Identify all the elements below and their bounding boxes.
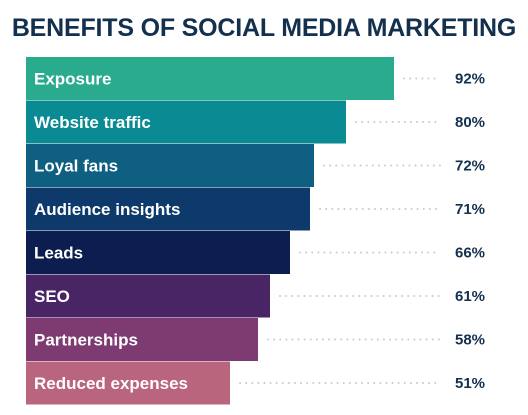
bar-loyal-fans bbox=[26, 144, 314, 187]
bar-group-loyal-fans: Loyal fans 72% bbox=[26, 144, 485, 187]
value-label-partnerships: 58% bbox=[455, 332, 485, 349]
bar-group-website-traffic: Website traffic 80% bbox=[26, 100, 485, 144]
value-label-audience-insights: 71% bbox=[455, 201, 485, 218]
bar-group-exposure: Exposure 92% bbox=[26, 57, 485, 100]
bar-partnerships bbox=[26, 318, 258, 361]
bar-leads bbox=[26, 231, 290, 274]
chart-title: BENEFITS OF SOCIAL MEDIA MARKETING bbox=[11, 14, 517, 42]
value-label-seo: 61% bbox=[455, 288, 485, 305]
value-label-loyal-fans: 72% bbox=[455, 158, 485, 175]
bar-label-loyal-fans: Loyal fans bbox=[34, 157, 118, 176]
bar-label-partnerships: Partnerships bbox=[34, 331, 138, 350]
bar-label-exposure: Exposure bbox=[34, 70, 111, 89]
value-label-exposure: 92% bbox=[455, 71, 485, 88]
value-label-reduced-expenses: 51% bbox=[455, 375, 485, 392]
value-label-leads: 66% bbox=[455, 245, 485, 262]
bar-label-audience-insights: Audience insights bbox=[34, 200, 180, 219]
bar-group-partnerships: Partnerships 58% bbox=[26, 318, 485, 361]
bar-website-traffic bbox=[26, 100, 346, 144]
bar-seo bbox=[26, 274, 270, 318]
bar-group-seo: SEO 61% bbox=[26, 274, 485, 318]
value-label-website-traffic: 80% bbox=[455, 114, 485, 131]
bar-reduced-expenses bbox=[26, 361, 230, 405]
bar-label-website-traffic: Website traffic bbox=[34, 113, 151, 132]
bar-label-reduced-expenses: Reduced expenses bbox=[34, 374, 188, 393]
bar-exposure bbox=[26, 57, 394, 100]
bar-group-audience-insights: Audience insights 71% bbox=[26, 187, 485, 231]
bar-label-seo: SEO bbox=[34, 287, 70, 306]
bar-audience-insights bbox=[26, 187, 310, 231]
bar-label-leads: Leads bbox=[34, 244, 83, 263]
bar-group-leads: Leads 66% bbox=[26, 231, 485, 274]
bar-group-reduced-expenses: Reduced expenses 51% bbox=[26, 361, 485, 405]
